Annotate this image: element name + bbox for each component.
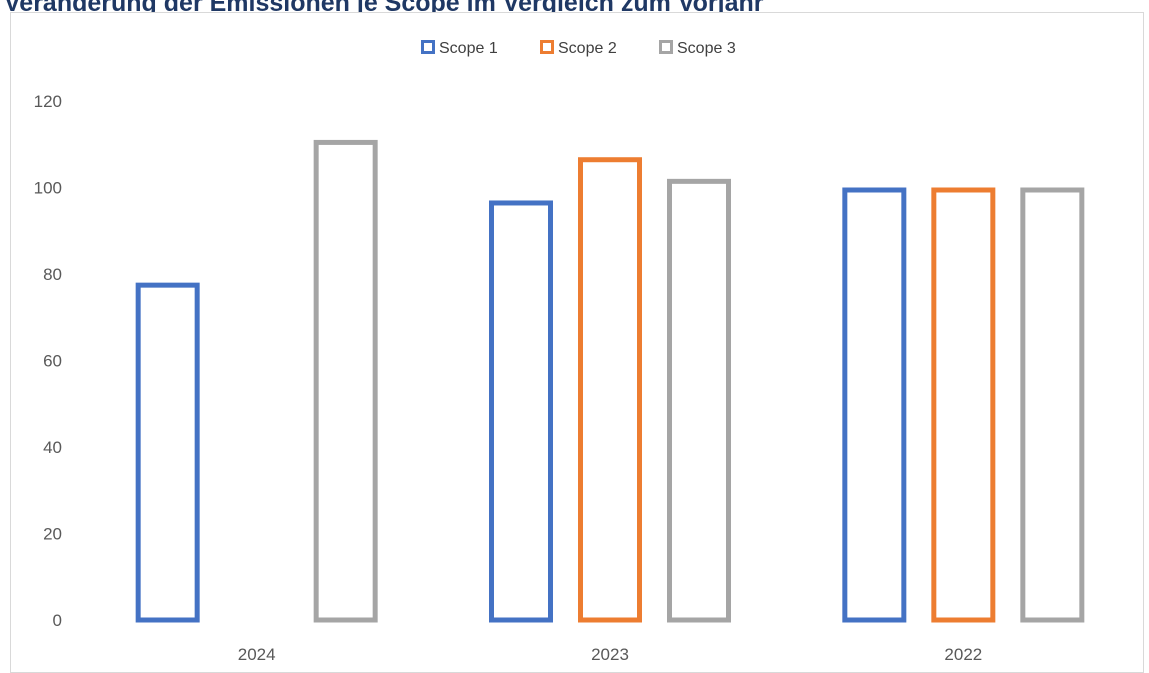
y-tick-label: 100 [34, 179, 62, 198]
bar-scope-1-2022 [842, 187, 907, 623]
legend-swatch [659, 40, 673, 54]
y-tick-label: 120 [34, 92, 62, 111]
legend-label: Scope 3 [677, 40, 736, 57]
y-axis: 0 20 40 60 80 100 120 [34, 92, 62, 630]
legend-swatch [421, 40, 435, 54]
y-tick-label: 60 [43, 352, 62, 371]
bar-scope-2-2023 [578, 157, 642, 623]
bar-scope-2-2022 [931, 187, 996, 623]
bar-scope-1-2023 [489, 200, 553, 623]
bar-scope-3-2022 [1020, 187, 1085, 623]
y-tick-label: 20 [43, 525, 62, 544]
x-tick-label: 2022 [944, 645, 982, 664]
y-tick-label: 40 [43, 438, 62, 457]
bar-scope-3-2023 [667, 178, 731, 623]
legend-label: Scope 1 [439, 40, 498, 57]
x-tick-label: 2023 [591, 645, 629, 664]
bars [135, 139, 1085, 623]
y-tick-label: 80 [43, 265, 62, 284]
y-tick-label: 0 [53, 611, 62, 630]
legend-label: Scope 2 [558, 40, 617, 57]
legend-swatch [540, 40, 554, 54]
x-axis: 2024 2023 2022 [238, 645, 982, 664]
legend: Scope 1 Scope 2 Scope 3 [421, 40, 736, 57]
bar-scope-1-2024 [135, 282, 200, 623]
bar-scope-3-2024 [313, 139, 378, 623]
x-tick-label: 2024 [238, 645, 276, 664]
